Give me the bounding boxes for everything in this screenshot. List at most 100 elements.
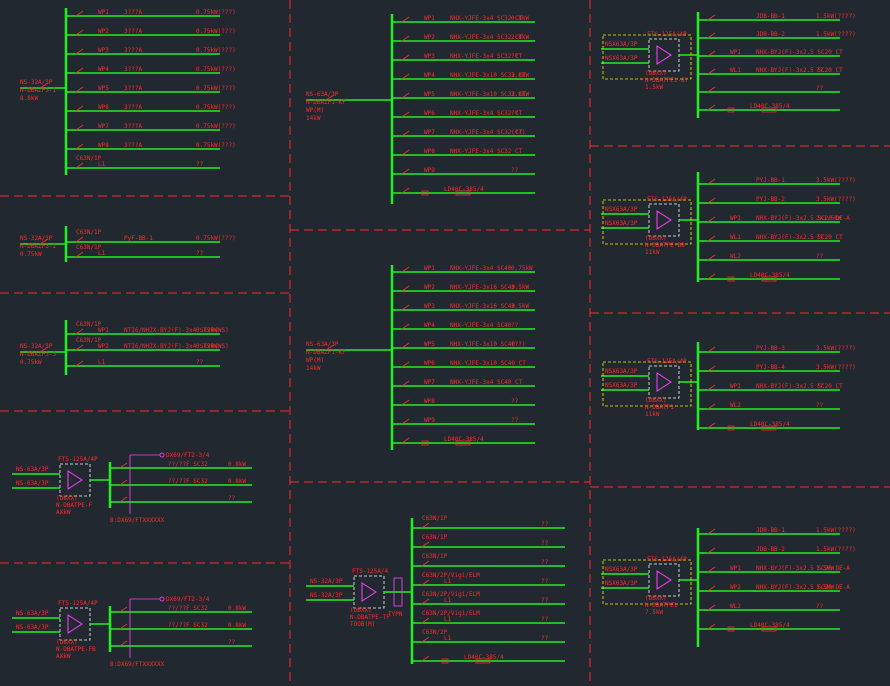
cable-label: 3???A	[124, 9, 142, 16]
circuit-code: WP1	[730, 565, 741, 572]
incoming-label: N-DBATPE-BB	[645, 242, 685, 249]
circuit-breaker	[421, 560, 430, 567]
circuit-code: WP8	[424, 398, 435, 405]
circuit-code: WP9	[424, 167, 435, 174]
top-label: DX69/FT2-3/4	[166, 596, 210, 603]
cable-label: LD40C-385/4	[444, 186, 484, 193]
cable-label: 3???A	[124, 123, 142, 130]
yellow-frame	[602, 34, 692, 80]
incoming-label: (DBXX)	[645, 70, 667, 77]
circuit-breaker	[75, 86, 84, 93]
load-label: ??	[816, 85, 824, 92]
circuit-breaker	[707, 547, 716, 554]
cable-label: NHX-YJFE-3x10 SC40 CT	[450, 360, 526, 367]
spd-symbol	[761, 107, 777, 113]
incoming-label: N-DBATPE-FB	[56, 646, 96, 653]
meter-box	[59, 463, 91, 497]
load-label: 0.75kW	[196, 327, 218, 334]
incoming-label: 11kW	[645, 411, 660, 418]
load-label: ??	[816, 253, 824, 260]
circuit-code: L1	[444, 578, 452, 585]
circuit-code: WP5	[424, 341, 435, 348]
load-label: ??	[541, 635, 549, 642]
circuit-breaker	[75, 328, 84, 335]
incoming-label: NSX63A/3P	[605, 566, 638, 573]
panel-p12: FTS-125A/4P NSX63A/3P NSX63A/3P (DBXX)N-DBA…	[601, 527, 856, 647]
panel-p10: FTS-125A/4P NSX63A/3P NSX63A/3P (DBXX)N-DBA…	[601, 172, 856, 282]
circuit-code: L1	[444, 635, 452, 642]
load-label: ??	[228, 495, 236, 502]
circuit-breaker	[707, 86, 716, 93]
cable-label: NHX-BYJ(F)-3x2.5 SC20 DE-A	[756, 584, 850, 591]
incoming-label: NS-32A/3P	[310, 592, 343, 599]
circuit-breaker	[707, 273, 716, 280]
yellow-frame	[602, 199, 692, 245]
cable-label: NHX-YJFE-3x4 SC40	[450, 265, 512, 272]
spd-triangle	[67, 614, 83, 634]
spd-label: FTS-125A/4P	[647, 31, 687, 38]
circuit-breaker	[707, 528, 716, 535]
breaker-label: C63N/1P	[76, 321, 102, 328]
cable-label: NTI6/NH2X-BYJ(F)-3x4 SC20(WS)	[124, 327, 229, 334]
circuit-breaker	[75, 360, 84, 367]
spd-label: FTS-125A/4P	[58, 600, 98, 607]
incoming-label: N-DBAZP3-1	[20, 87, 57, 94]
load-label: 0.75kW(???)	[196, 104, 236, 111]
cable-label: PYJ-BB-4	[756, 364, 785, 371]
load-label: 0.75kW(???)	[196, 47, 236, 54]
circuit-breaker	[707, 104, 716, 111]
cable-label: ??/??F SC32	[168, 461, 208, 468]
circuit-code: WP7	[424, 379, 435, 386]
load-label: 0.8kW	[228, 605, 246, 612]
load-label: 0.8kW	[228, 478, 246, 485]
cable-label: NHX-BYJ(F)-3x2.5 SC20 DE-A	[756, 565, 850, 572]
circuit-breaker	[707, 384, 716, 391]
load-label: 3.5kW(????)	[816, 364, 856, 371]
circuit-code: WP1	[98, 327, 109, 334]
incoming-label: WP(M)	[306, 357, 324, 364]
circuit-breaker	[707, 235, 716, 242]
incoming-label: NS-32A/3P	[20, 79, 53, 86]
circuit-breaker	[707, 254, 716, 261]
incoming-label: NS-63A/3P	[16, 480, 49, 487]
load-label: ??	[196, 250, 204, 257]
breaker-label: C63N/2P/Vigi/ELM	[422, 572, 480, 579]
incoming-breaker	[325, 94, 335, 101]
load-label: (??)	[511, 129, 525, 136]
circuit-breaker	[707, 604, 716, 611]
circuit-breaker	[119, 623, 128, 630]
incoming-label: NS-32A/3P	[310, 578, 343, 585]
incoming-label: N-DBAZP1-KF	[306, 99, 346, 106]
cable-label: NHX-YJFE-3x4 SC32 CT	[450, 34, 523, 41]
incoming-label: NSX63A/3P	[605, 580, 638, 587]
rcd-symbol	[441, 658, 449, 664]
yellow-frame	[602, 559, 692, 605]
circuit-breaker	[401, 418, 410, 425]
circuit-breaker	[707, 50, 716, 57]
incoming-label: NSX63A/3P	[605, 382, 638, 389]
breaker-label: C63N/1P	[76, 244, 102, 251]
spd-triangle	[656, 45, 672, 65]
breaker-label: C63N/1P	[76, 229, 102, 236]
load-label: 0.75kW(???)	[196, 142, 236, 149]
cable-label: 3???A	[124, 104, 142, 111]
spd-triangle	[67, 470, 83, 490]
circuit-breaker	[707, 197, 716, 204]
panel-p5: FTS-125A/4P NS-63A/3P NS-63A/3P (DBXX)N-DBA…	[12, 596, 252, 668]
circuit-breaker	[75, 344, 84, 351]
circuit-breaker	[707, 32, 716, 39]
panel-p1: NS-32A/3PN-DBAZP3-18.8kW WP1 3???A 0.75kW(?…	[20, 8, 236, 175]
incoming-label: N-DBATP1	[645, 404, 674, 411]
cable-label: NHX-BYJ(F)-3x2.5 SC20 CT	[756, 234, 843, 241]
meter-box	[648, 563, 680, 597]
incoming-breaker	[39, 82, 49, 89]
circuit-code: WP4	[424, 72, 435, 79]
circuit-breaker	[401, 111, 410, 118]
cable-label: NHX-YJFE-3x10 SC32 CT	[450, 91, 526, 98]
circuit-code: WP3	[424, 303, 435, 310]
circuit-code: L1	[98, 359, 106, 366]
load-label: 0.75kW(???)	[196, 9, 236, 16]
load-label: 3.5kW	[511, 284, 529, 291]
bottom-label: B:DX69/FTXXXXXX	[110, 661, 165, 668]
cable-label: LD40C-385/4	[750, 272, 790, 279]
